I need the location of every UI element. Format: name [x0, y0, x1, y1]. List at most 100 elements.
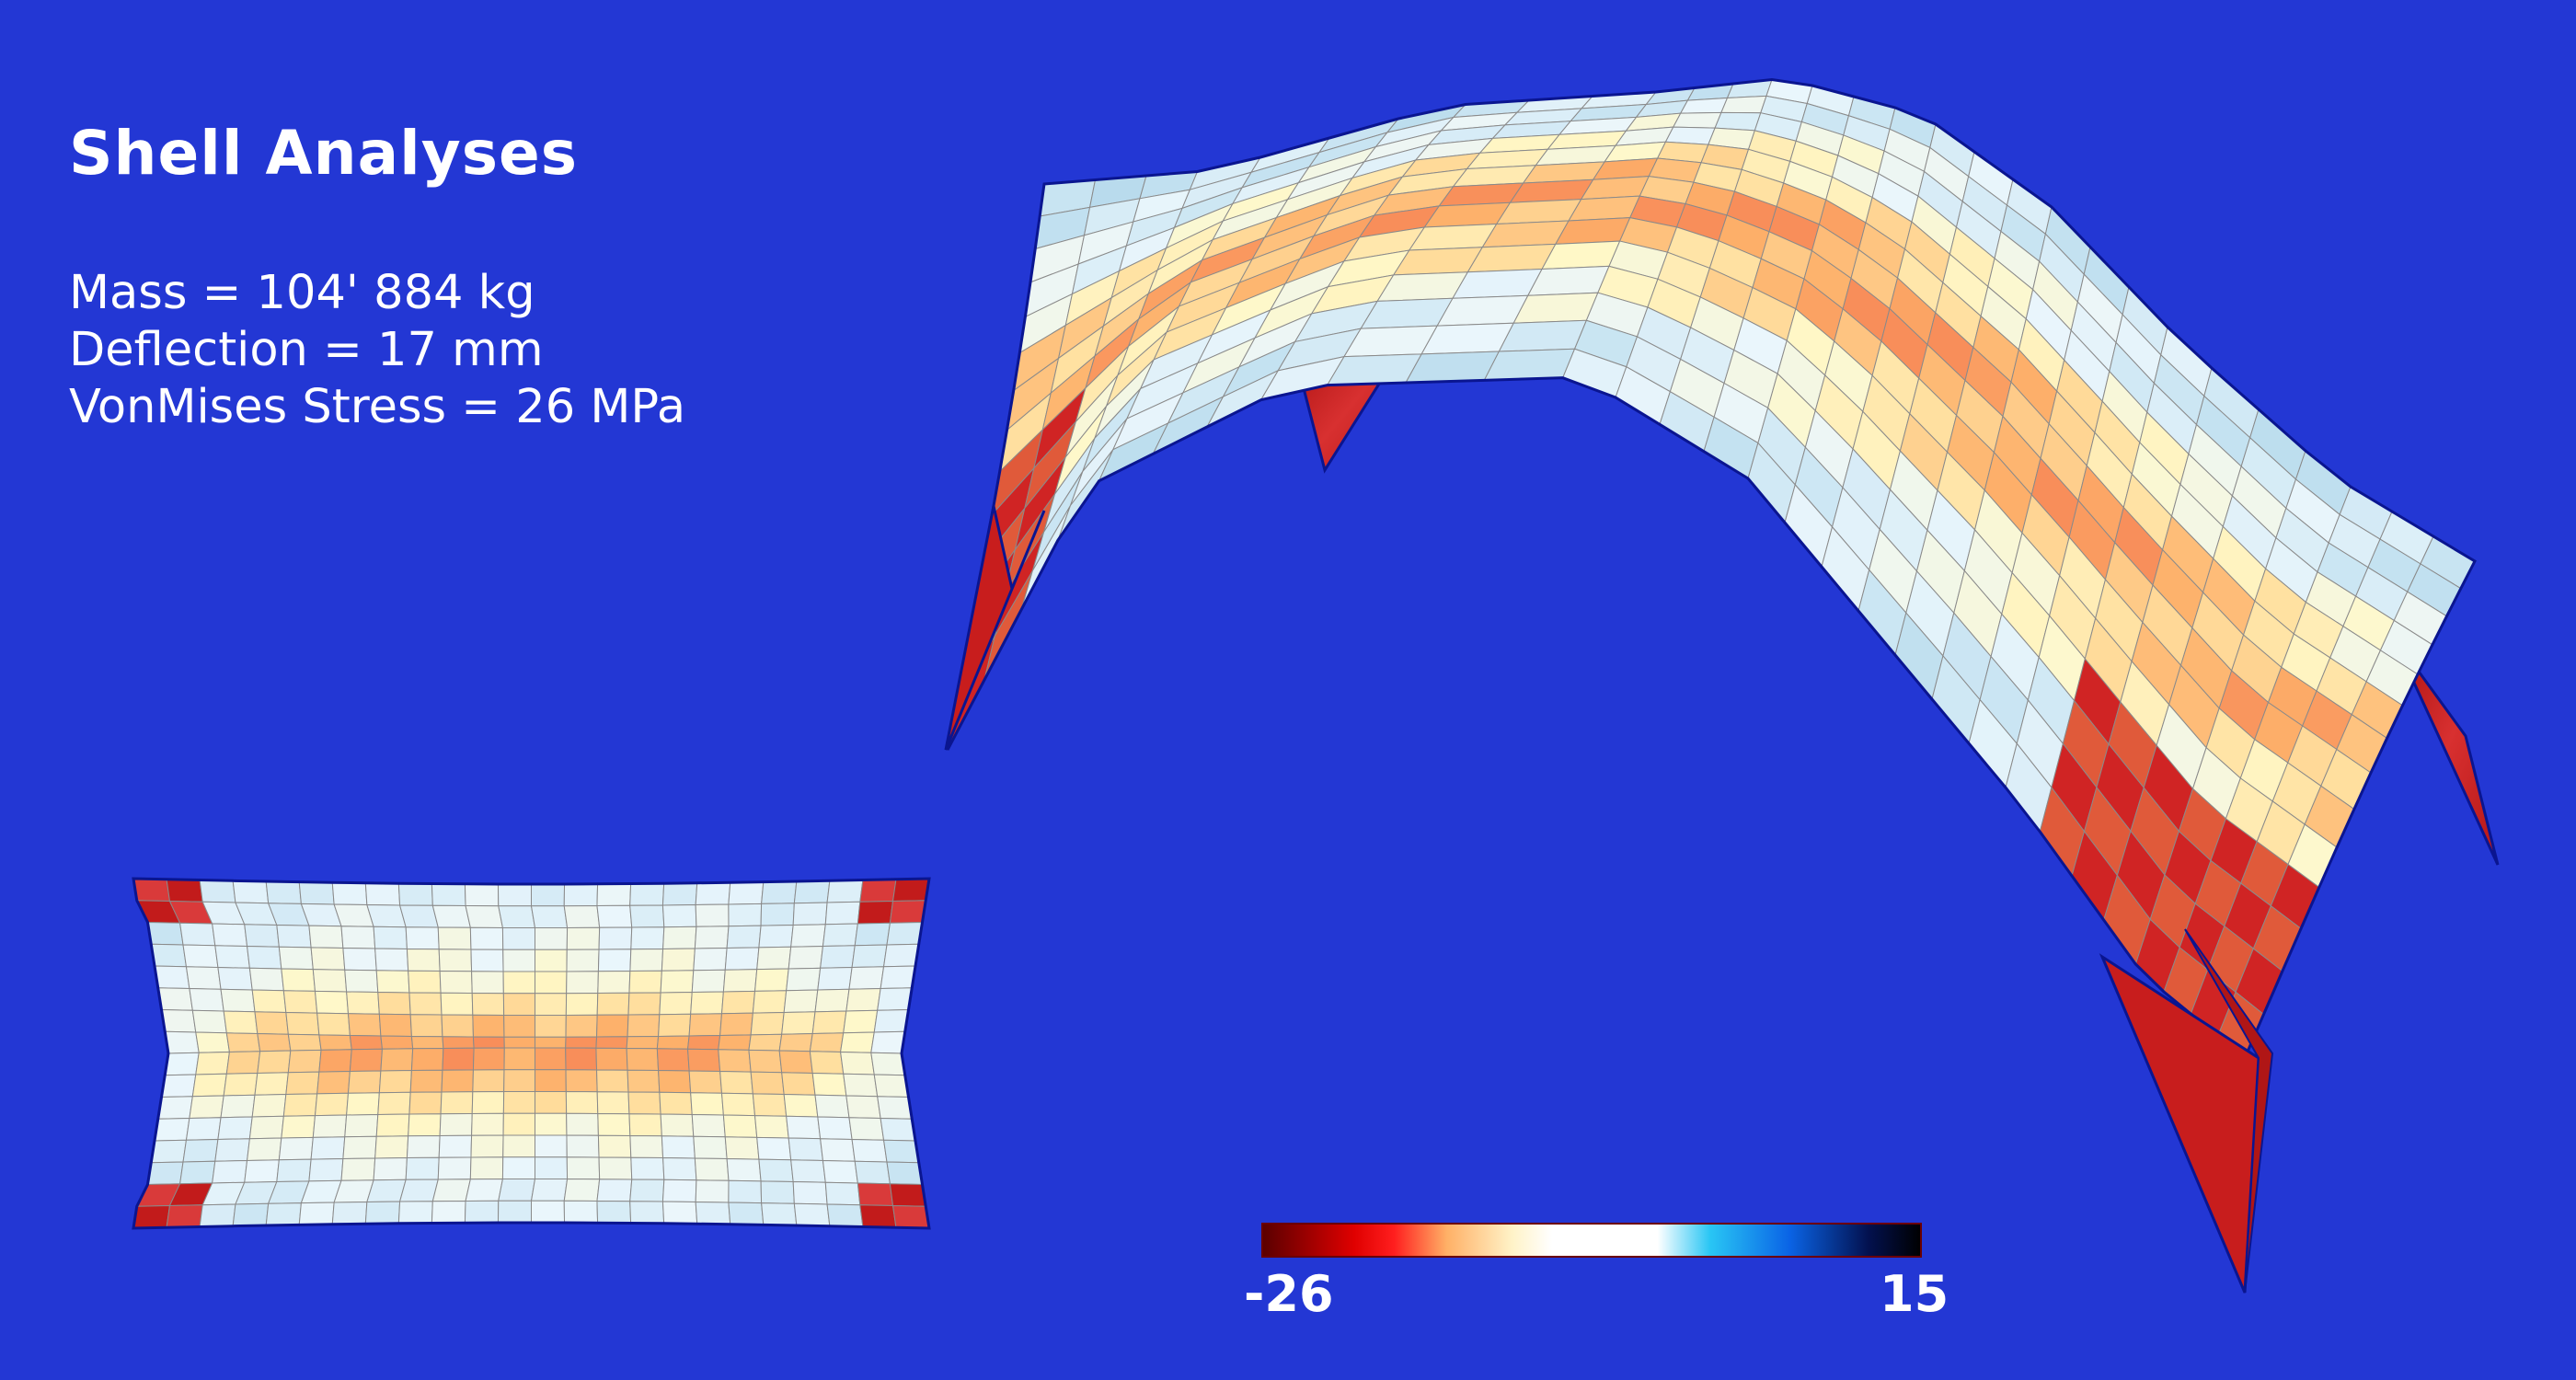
plan-mesh-cell: [688, 1070, 723, 1094]
plan-mesh-cell: [316, 1012, 351, 1037]
plan-mesh-cell: [182, 944, 219, 969]
plan-mesh-cell: [398, 904, 439, 928]
plan-mesh-cell: [408, 992, 443, 1016]
plan-mesh-cell: [308, 1157, 344, 1182]
plan-mesh-cell: [595, 1036, 628, 1049]
plan-mesh-cell: [503, 1069, 535, 1093]
plan-mesh-cell: [166, 1204, 203, 1228]
plan-mesh-cell: [397, 882, 433, 906]
plan-mesh-cell: [629, 882, 665, 906]
plan-mesh-cell: [783, 989, 819, 1014]
plan-mesh-cell: [212, 1159, 248, 1184]
plan-mesh-cell: [285, 1011, 320, 1036]
plan-mesh-cell: [760, 903, 795, 926]
plan-mesh-cell: [438, 1134, 473, 1158]
plan-mesh-cell: [441, 1014, 474, 1038]
plan-mesh-cell: [748, 1033, 783, 1052]
plan-mesh-cell: [886, 921, 924, 946]
plan-mesh-cell: [470, 949, 504, 972]
plan-mesh-cell: [282, 1093, 318, 1117]
plan-mesh-cell: [565, 993, 599, 1016]
plan-mesh-cell: [809, 1032, 845, 1052]
plan-mesh-cell: [783, 1093, 819, 1118]
plan-mesh-cell: [154, 1117, 190, 1142]
plan-mesh-cell: [788, 1137, 824, 1161]
plan-mesh-cell: [627, 992, 661, 1016]
plan-mesh-cell: [276, 1158, 312, 1183]
plan-mesh-cell: [439, 971, 473, 995]
plan-mesh-cell: [848, 1117, 885, 1141]
plan-mesh-cell: [497, 883, 532, 907]
plan-mesh-cell: [378, 1070, 412, 1094]
plan-mesh-cell: [146, 1161, 184, 1186]
plan-mesh-cell: [318, 1034, 352, 1051]
plan-mesh-cell: [146, 921, 184, 946]
plan-mesh-cell: [232, 880, 270, 904]
plan-mesh-cell: [694, 926, 730, 949]
plan-mesh-cell: [431, 1200, 466, 1224]
plan-mesh-cell: [364, 882, 401, 906]
plan-mesh-cell: [195, 1051, 230, 1075]
plan-mesh-cell: [851, 1138, 888, 1163]
plan-mesh-cell: [189, 988, 224, 1012]
plan-mesh-cell: [408, 970, 442, 994]
plan-mesh-cell: [719, 1012, 753, 1037]
plan-mesh-cell: [840, 1051, 875, 1075]
plan-mesh-cell: [693, 1135, 728, 1160]
plan-mesh-cell: [693, 947, 728, 972]
plan-mesh-cell: [848, 966, 885, 990]
plan-mesh-cell: [406, 948, 441, 972]
plan-mesh-cell: [132, 1204, 171, 1229]
plan-mesh-cell: [596, 1179, 633, 1202]
support-leg-front-right-face: [2184, 928, 2274, 1294]
plan-mesh-cell: [726, 925, 762, 949]
plan-mesh-cell: [722, 1114, 758, 1138]
plan-mesh-cell: [695, 881, 731, 906]
plan-mesh-cell: [535, 1112, 568, 1136]
plan-mesh-cell: [220, 1094, 256, 1119]
plan-mesh-cell: [598, 926, 633, 950]
plan-mesh-cell: [660, 970, 695, 994]
plan-mesh-cell: [857, 901, 894, 925]
plan-mesh-cell: [845, 988, 881, 1012]
plan-mesh-cell: [753, 1115, 789, 1139]
plan-mesh-cell: [191, 1073, 227, 1098]
plan-mesh-cell: [756, 1136, 792, 1161]
plan-outline: [132, 877, 931, 1230]
plan-mesh-cell: [658, 1070, 692, 1094]
plan-mesh-cell: [761, 880, 798, 904]
plan-mesh-cell: [535, 1090, 568, 1114]
plan-mesh-cell: [661, 904, 697, 928]
plan-mesh-cell: [761, 1202, 798, 1226]
plan-mesh-cell: [164, 1052, 200, 1076]
plan-mesh-cell: [220, 988, 256, 1013]
plan-mesh-cell: [565, 1036, 598, 1049]
plan-mesh-cell: [792, 1180, 828, 1205]
plan-mesh-cell: [244, 924, 280, 948]
plan-mesh-cell: [340, 1157, 376, 1181]
plan-mesh-cell: [628, 1113, 662, 1137]
plan-mesh-cell: [786, 967, 822, 992]
mass-stat: Mass = 104' 884 kg: [69, 266, 535, 320]
plan-mesh-cell: [817, 1116, 853, 1140]
plan-mesh-cell: [405, 926, 440, 950]
plan-mesh-cell: [408, 1113, 442, 1137]
shell-mesh-cell: [1714, 111, 1762, 132]
plan-mesh-cell: [374, 1135, 409, 1159]
plan-mesh-cell: [695, 1201, 731, 1225]
plan-mesh-cell: [150, 943, 188, 968]
plan-mesh-cell: [251, 989, 287, 1014]
plan-mesh-cell: [377, 1091, 411, 1115]
plan-mesh-cell: [758, 924, 794, 949]
plan-mesh-cell: [373, 926, 408, 949]
plan-mesh-cell: [726, 1157, 762, 1182]
plan-mesh-cell: [824, 1181, 861, 1206]
plan-mesh-cell: [502, 1134, 535, 1158]
plan-mesh-cell: [728, 1179, 763, 1204]
plan-mesh-cell: [781, 1072, 816, 1096]
plan-mesh-cell: [342, 1135, 377, 1160]
plan-mesh-cell: [502, 1090, 535, 1114]
plan-mesh-cell: [471, 993, 505, 1016]
shell-mesh-cell: [1672, 111, 1722, 129]
plan-mesh-cell: [563, 905, 601, 928]
